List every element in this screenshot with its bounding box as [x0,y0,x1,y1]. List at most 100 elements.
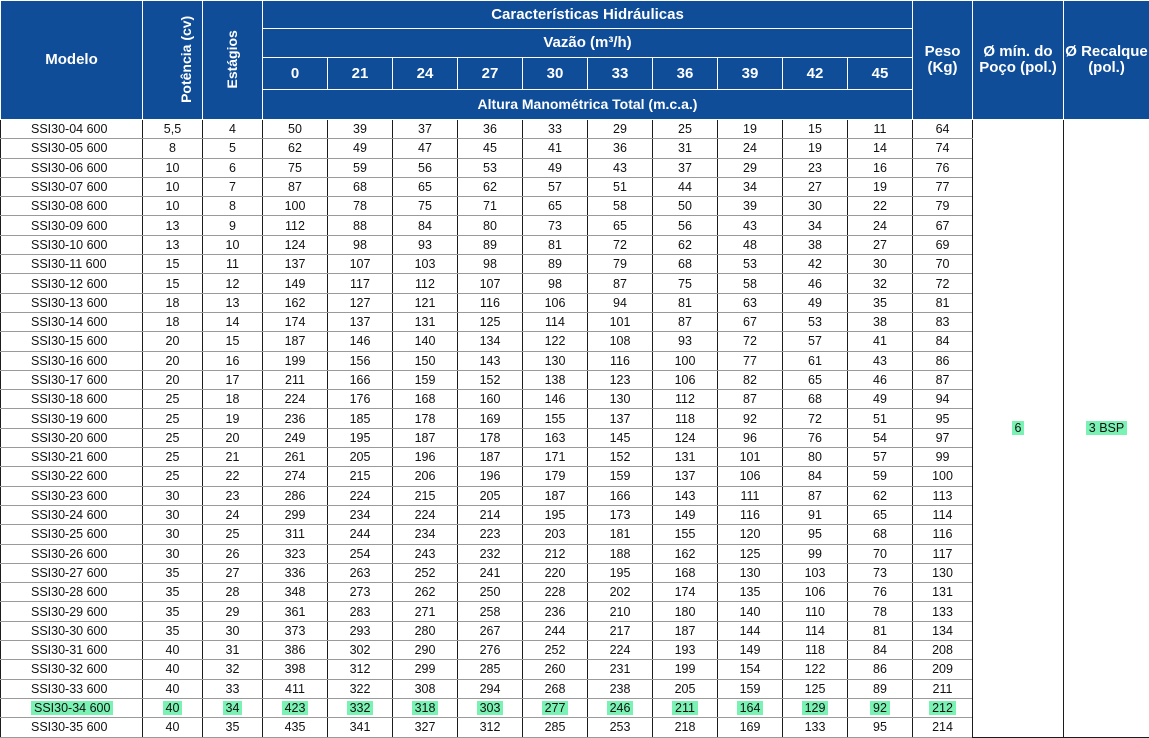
table-cell: SSI30-28 600 [1,583,143,602]
table-cell: 129 [783,698,848,717]
table-cell: 302 [328,641,393,660]
table-cell: 327 [393,718,458,737]
table-cell: SSI30-22 600 [1,467,143,486]
table-cell: 14 [848,139,913,158]
table-cell: 30 [143,525,203,544]
table-cell: 65 [783,370,848,389]
table-cell: 140 [718,602,783,621]
table-cell: 341 [328,718,393,737]
table-cell: 174 [263,312,328,331]
table-cell: SSI30-17 600 [1,370,143,389]
table-cell: 89 [523,255,588,274]
table-cell: 9 [203,216,263,235]
table-cell: 64 [913,120,973,139]
table-cell: 164 [718,698,783,717]
table-cell: 5,5 [143,120,203,139]
table-cell: 110 [783,602,848,621]
table-cell: 223 [458,525,523,544]
table-cell: 24 [203,505,263,524]
table-cell: 210 [588,602,653,621]
table-cell: 34 [203,698,263,717]
table-cell: 5 [203,139,263,158]
shared-recalque-value: 3 BSP [1086,421,1127,435]
header-flow-cell: 27 [458,58,523,90]
table-cell: 246 [588,698,653,717]
table-cell: 12 [203,274,263,293]
highlighted-value: 246 [607,701,634,715]
table-cell: 101 [588,312,653,331]
table-cell: 137 [653,467,718,486]
table-cell: 159 [393,370,458,389]
table-cell: 254 [328,544,393,563]
table-cell: 140 [393,332,458,351]
table-cell: 100 [913,467,973,486]
table-cell: 23 [203,486,263,505]
table-cell: 106 [783,583,848,602]
table-cell: 293 [328,621,393,640]
table-cell: 199 [653,660,718,679]
table-cell: 294 [458,679,523,698]
table-cell: 58 [588,197,653,216]
table-cell: 51 [848,409,913,428]
table-cell: 114 [523,312,588,331]
table-cell: 40 [143,641,203,660]
table-cell: 18 [203,390,263,409]
table-cell: 131 [913,583,973,602]
table-cell: 62 [653,235,718,254]
header-estagios: Estágios [203,1,263,120]
table-cell: 70 [848,544,913,563]
table-cell: 68 [783,390,848,409]
table-cell: 112 [263,216,328,235]
table-cell: 59 [848,467,913,486]
table-cell: 58 [718,274,783,293]
table-cell: 57 [848,448,913,467]
table-cell: 318 [393,698,458,717]
table-cell: 146 [523,390,588,409]
table-cell: 6 [203,158,263,177]
table-cell: 107 [328,255,393,274]
table-cell: 253 [588,718,653,737]
table-cell: 166 [588,486,653,505]
table-cell: 93 [653,332,718,351]
table-cell: 20 [143,370,203,389]
table-cell: 56 [393,158,458,177]
table-cell: 261 [263,448,328,467]
table-cell: 25 [143,409,203,428]
header-flow-cell: 24 [393,58,458,90]
table-cell: 91 [783,505,848,524]
table-cell: 50 [263,120,328,139]
table-cell: 273 [328,583,393,602]
table-cell: 82 [718,370,783,389]
table-cell: 92 [848,698,913,717]
table-cell: 193 [653,641,718,660]
table-cell: 10 [143,197,203,216]
table-cell: 65 [393,177,458,196]
table-cell: 79 [913,197,973,216]
table-cell: 10 [143,177,203,196]
table-cell: 224 [328,486,393,505]
table-cell: 185 [328,409,393,428]
table-cell: 65 [523,197,588,216]
table-cell: 162 [263,293,328,312]
table-cell: SSI30-19 600 [1,409,143,428]
table-cell: SSI30-21 600 [1,448,143,467]
table-cell: SSI30-20 600 [1,428,143,447]
header-estagios-label: Estágios [225,30,240,88]
table-cell: 285 [458,660,523,679]
table-cell: 171 [523,448,588,467]
table-cell: SSI30-07 600 [1,177,143,196]
table-cell: 187 [393,428,458,447]
table-cell: 81 [523,235,588,254]
table-cell: 87 [588,274,653,293]
table-cell: 62 [458,177,523,196]
table-cell: 22 [203,467,263,486]
table-cell: 19 [783,139,848,158]
table-cell: 211 [263,370,328,389]
table-cell: 234 [328,505,393,524]
table-cell: SSI30-15 600 [1,332,143,351]
table-cell: 75 [263,158,328,177]
table-cell: 87 [263,177,328,196]
table-cell: 20 [143,332,203,351]
table-cell: 195 [523,505,588,524]
table-cell: 71 [458,197,523,216]
